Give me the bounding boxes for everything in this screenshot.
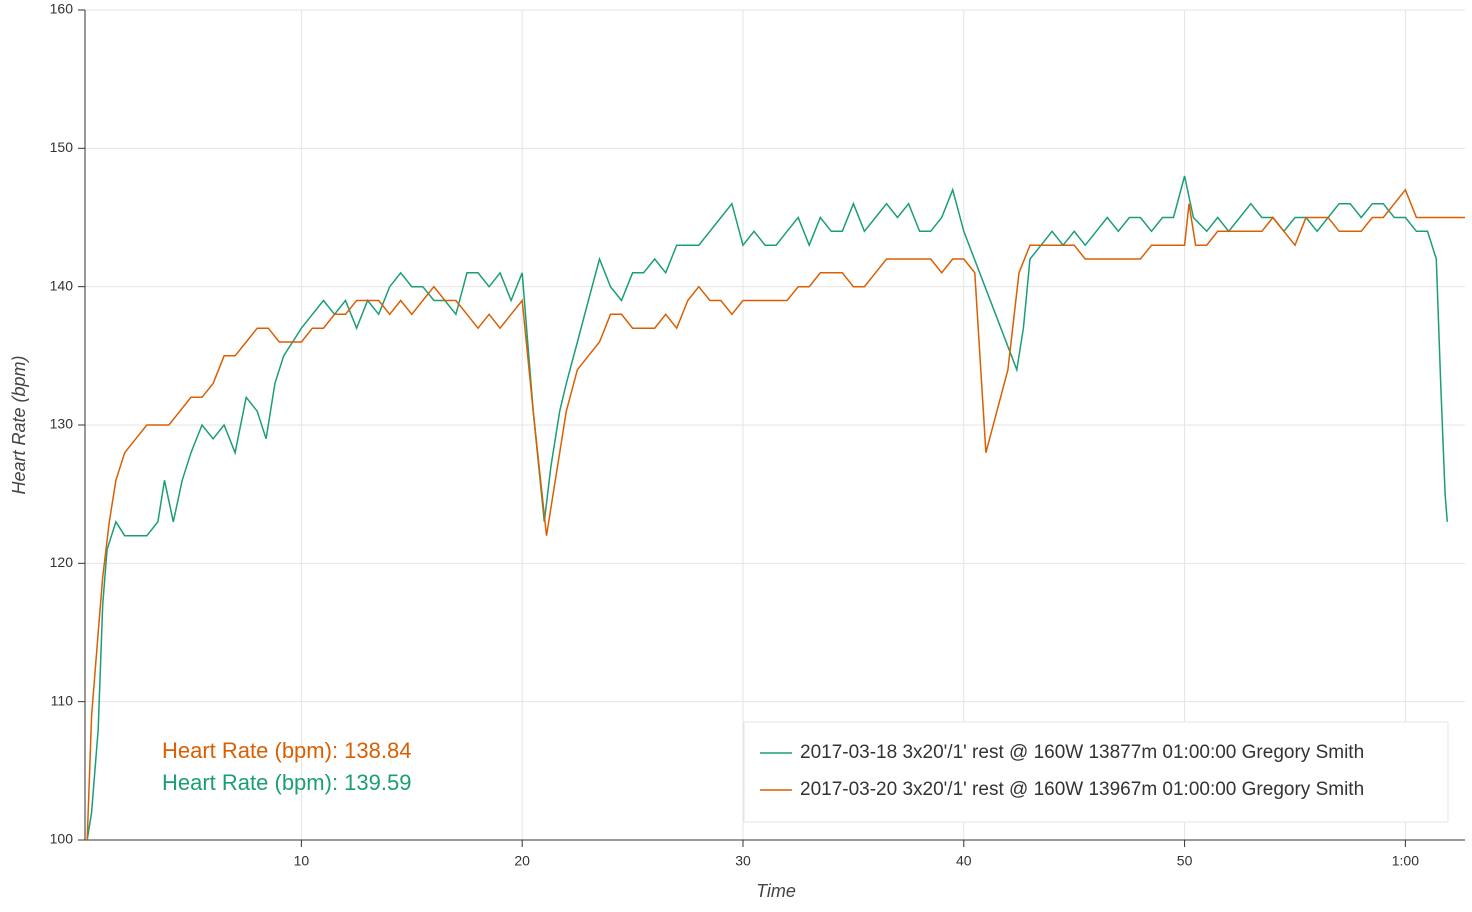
x-tick-label: 10 xyxy=(294,853,310,869)
legend-label: 2017-03-18 3x20'/1' rest @ 160W 13877m 0… xyxy=(800,742,1364,763)
x-tick-label: 30 xyxy=(735,853,751,869)
annotation: Heart Rate (bpm): 139.59 xyxy=(162,770,411,795)
x-tick-label: 50 xyxy=(1177,853,1193,869)
legend-label: 2017-03-20 3x20'/1' rest @ 160W 13967m 0… xyxy=(800,779,1364,800)
series-line xyxy=(86,175,1449,841)
y-axis-label: Heart Rate (bpm) xyxy=(9,355,29,494)
y-tick-label: 110 xyxy=(51,692,74,708)
y-tick-label: 100 xyxy=(50,831,74,847)
y-tick-label: 140 xyxy=(50,277,74,293)
x-axis-label: Time xyxy=(756,881,796,901)
x-tick-label: 1:00 xyxy=(1392,853,1419,869)
x-tick-label: 20 xyxy=(514,853,530,869)
annotation: Heart Rate (bpm): 138.84 xyxy=(162,738,411,763)
series-line xyxy=(86,188,1465,841)
legend: 2017-03-18 3x20'/1' rest @ 160W 13877m 0… xyxy=(743,721,1449,823)
y-tick-label: 120 xyxy=(50,554,74,570)
y-tick-label: 130 xyxy=(50,416,74,432)
x-tick-label: 40 xyxy=(956,853,972,869)
y-tick-label: 160 xyxy=(50,1,74,17)
y-tick-label: 150 xyxy=(50,139,74,155)
legend-box xyxy=(743,721,1449,823)
